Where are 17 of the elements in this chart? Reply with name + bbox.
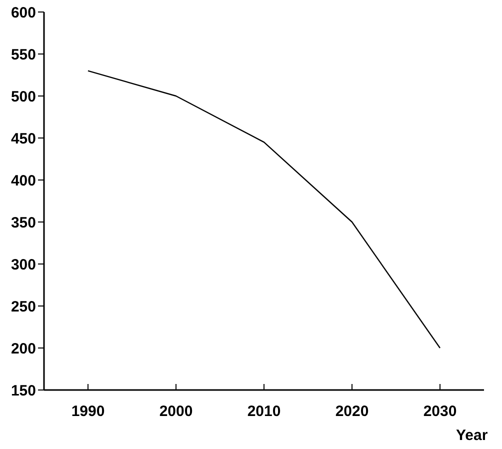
x-tick-label: 1990 [71,403,105,420]
y-tick-label: 450 [10,130,36,148]
y-tick-label: 350 [10,214,36,232]
x-axis-title: Year [456,427,488,444]
x-tick-label: 2020 [335,403,369,420]
y-tick-label: 300 [10,256,36,274]
x-tick-label: 2010 [247,403,281,420]
y-tick-label: 400 [10,172,36,190]
line-series [87,70,441,349]
y-tick-label: 250 [10,298,36,316]
y-tick-label: 150 [10,382,36,400]
x-tick-label: 2000 [159,403,193,420]
y-tick-label: 200 [10,340,36,358]
y-tick-label: 600 [10,4,36,22]
y-tick-label: 550 [10,46,36,64]
y-tick-label: 500 [10,88,36,106]
x-tick-label: 2030 [423,403,457,420]
